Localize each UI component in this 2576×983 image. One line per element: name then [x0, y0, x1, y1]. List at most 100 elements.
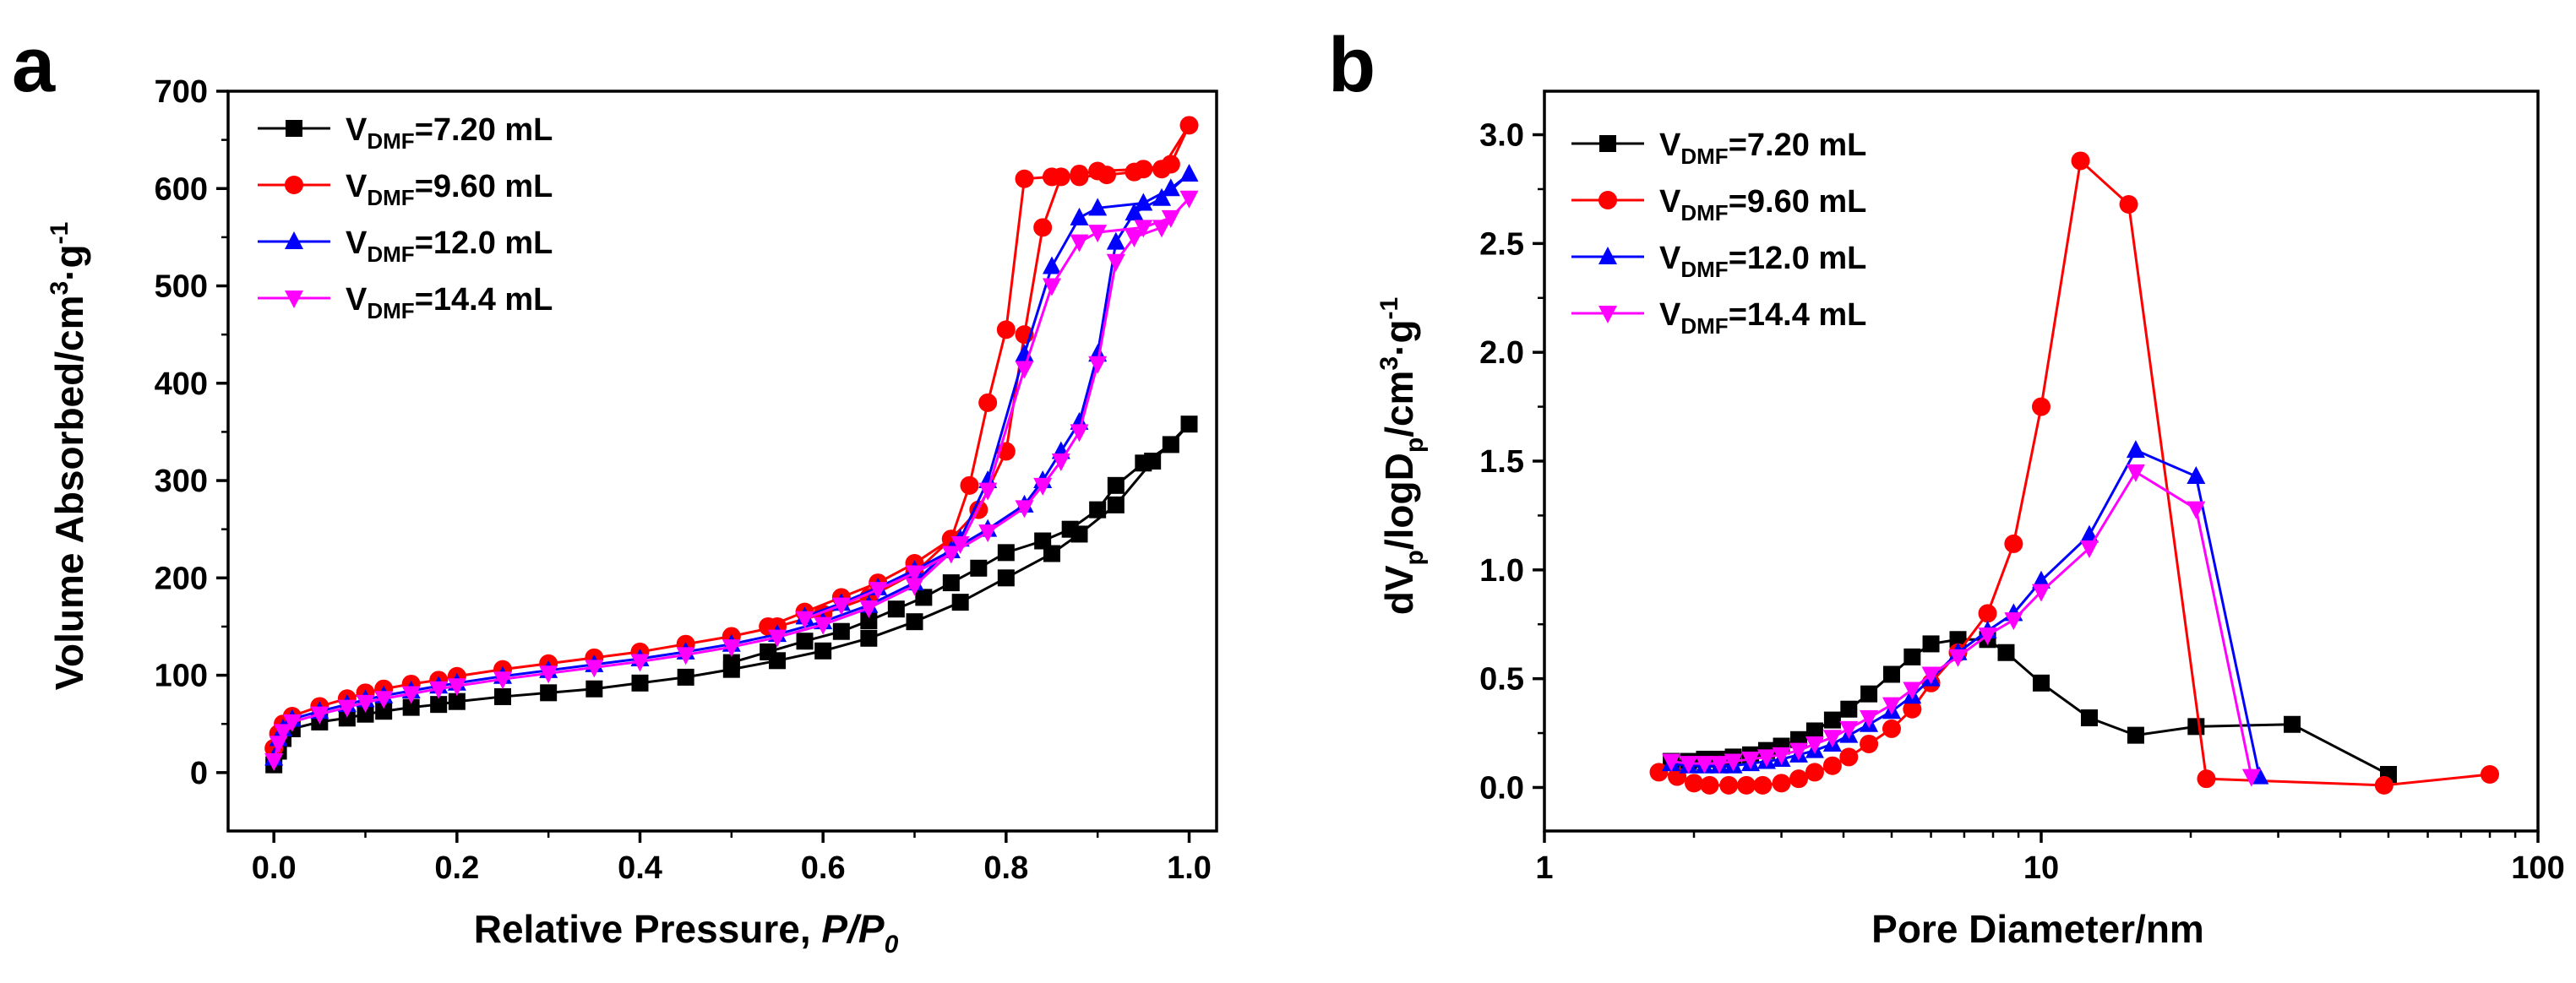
data-point [1756, 749, 1776, 768]
data-point [1015, 500, 1034, 519]
data-point [2032, 584, 2050, 602]
data-point [493, 671, 512, 690]
legend-item-1: VDMF=7.20 mL [258, 112, 553, 154]
legend-item-1: VDMF=7.20 mL [1571, 128, 1866, 169]
data-point [831, 597, 851, 616]
x-tick-label: 0.4 [618, 850, 662, 886]
legend-marker [1598, 306, 1617, 323]
data-point [942, 574, 960, 592]
data-point [2032, 570, 2050, 589]
data-point [1860, 685, 1878, 703]
data-point [951, 594, 969, 611]
data-point [832, 622, 850, 640]
x-tick-label: 0.2 [434, 850, 479, 886]
y-tick-label: 0.0 [1479, 770, 1524, 806]
panel-b-legend: VDMF=7.20 mL VDMF=9.60 mL VDMF=12.0 mL VDMF… [1571, 128, 1866, 339]
data-point [264, 753, 284, 772]
data-point [402, 698, 420, 716]
data-point [2126, 464, 2145, 482]
data-point [1679, 756, 1698, 774]
data-point [722, 639, 741, 658]
panel-a: a 0.0 0.2 0.4 0.6 0.8 1.0 0 100 200 300 400 500 600 7… [12, 22, 1218, 959]
data-point [1107, 476, 1125, 494]
data-point [1125, 229, 1144, 247]
data-point [1088, 356, 1108, 374]
data-point [1089, 501, 1107, 519]
data-point [338, 709, 356, 727]
data-point [1125, 203, 1144, 221]
data-point [676, 647, 695, 665]
data-point [1088, 198, 1108, 216]
data-point [540, 684, 558, 702]
data-point [1695, 756, 1714, 774]
data-point [1088, 225, 1108, 243]
data-point [1823, 711, 1841, 729]
y-tick-label: 400 [155, 367, 208, 402]
x-tick-label: 0.0 [252, 850, 297, 886]
data-point [1997, 644, 2015, 661]
panel-a-plot-frame [226, 90, 1218, 833]
y-tick-label: 600 [155, 171, 208, 207]
data-point [1860, 710, 1879, 729]
data-point [1789, 742, 1808, 761]
data-point [970, 559, 988, 577]
data-point [631, 674, 649, 692]
data-point [905, 565, 924, 584]
data-point [429, 681, 449, 699]
series-4 [264, 190, 1199, 772]
data-point [1106, 253, 1125, 272]
data-point [630, 654, 650, 672]
data-point [1903, 682, 1922, 700]
panel-b-ticks: 1 10 100 0.0 0.5 1.0 1.5 2.0 2.5 3.0 [1479, 118, 2565, 886]
data-point [2284, 715, 2301, 733]
data-point [2004, 534, 2023, 553]
data-point [1051, 453, 1070, 471]
data-point [1161, 178, 1180, 197]
legend-label: VDMF=9.60 mL [1659, 184, 1866, 225]
x-tick-label: 1 [1535, 850, 1553, 886]
data-point [1860, 734, 1879, 753]
data-point [941, 546, 961, 564]
data-point [337, 699, 357, 718]
data-point [1152, 220, 1171, 238]
series-4 [1662, 464, 2261, 787]
data-point [2071, 151, 2090, 171]
y-tick-label: 200 [155, 561, 208, 596]
x-tick-label: 1.0 [1167, 850, 1212, 886]
data-point [1097, 166, 1116, 185]
data-point [447, 678, 466, 697]
legend-marker [285, 176, 303, 194]
data-point [357, 705, 374, 723]
data-point [2374, 775, 2394, 795]
data-point [978, 482, 998, 501]
data-point [1107, 496, 1125, 513]
data-point [1882, 719, 1901, 738]
legend-label: VDMF=14.4 mL [1659, 297, 1866, 339]
data-point [1700, 775, 1719, 795]
data-point [1978, 604, 1997, 623]
data-point [430, 696, 448, 714]
y-tick-label: 700 [155, 74, 208, 110]
data-point [978, 393, 998, 412]
data-point [1922, 635, 1940, 653]
data-point [860, 629, 878, 647]
data-point [2126, 440, 2145, 459]
data-point [1179, 116, 1199, 135]
panel-a-legend: VDMF=7.20 mL VDMF=9.60 mL VDMF=12.0 mL VDMF… [258, 112, 553, 323]
panel-b-series [1649, 151, 2500, 795]
data-point [2481, 765, 2500, 785]
legend-item-4: VDMF=14.4 mL [1571, 297, 1866, 339]
data-point [2004, 612, 2023, 631]
data-point [282, 714, 302, 732]
x-tick-label: 0.8 [983, 850, 1028, 886]
data-point [978, 524, 998, 543]
data-point [1710, 756, 1729, 774]
data-point [1134, 220, 1153, 238]
data-point [1106, 231, 1125, 250]
data-point [1685, 774, 1704, 793]
data-point [274, 724, 292, 742]
data-point [1724, 753, 1743, 772]
data-point [1840, 700, 1858, 718]
series-3 [1662, 440, 2269, 785]
legend-marker [1598, 247, 1617, 264]
